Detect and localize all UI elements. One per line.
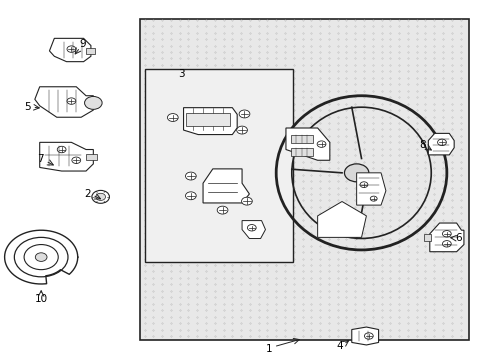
Polygon shape xyxy=(35,87,93,117)
Polygon shape xyxy=(183,108,237,135)
Circle shape xyxy=(217,206,227,214)
Circle shape xyxy=(92,190,109,203)
Circle shape xyxy=(437,139,446,145)
Polygon shape xyxy=(203,169,249,203)
Polygon shape xyxy=(49,39,91,62)
Bar xyxy=(423,234,430,241)
Text: 2: 2 xyxy=(84,189,91,199)
Text: 5: 5 xyxy=(24,102,31,112)
Circle shape xyxy=(239,110,249,118)
Circle shape xyxy=(359,182,367,188)
Circle shape xyxy=(364,333,372,339)
Circle shape xyxy=(84,96,102,109)
Polygon shape xyxy=(429,223,463,252)
Polygon shape xyxy=(356,173,385,205)
Circle shape xyxy=(67,46,76,52)
Text: 9: 9 xyxy=(79,40,86,49)
Circle shape xyxy=(247,225,256,231)
Bar xyxy=(185,113,229,126)
Bar xyxy=(290,148,312,156)
Circle shape xyxy=(57,146,66,153)
Bar xyxy=(290,135,312,143)
Bar xyxy=(86,48,95,54)
Text: 3: 3 xyxy=(178,69,184,79)
Polygon shape xyxy=(427,134,453,155)
Circle shape xyxy=(185,192,196,200)
Polygon shape xyxy=(351,327,378,345)
Bar xyxy=(86,154,97,159)
Circle shape xyxy=(67,98,76,104)
Text: 6: 6 xyxy=(455,233,462,243)
Circle shape xyxy=(241,197,252,205)
Text: 4: 4 xyxy=(336,341,342,351)
Polygon shape xyxy=(242,221,265,239)
Bar xyxy=(144,69,293,262)
Circle shape xyxy=(185,172,196,180)
Polygon shape xyxy=(285,128,329,160)
Circle shape xyxy=(317,141,325,147)
Circle shape xyxy=(344,164,368,182)
Text: 8: 8 xyxy=(418,140,425,150)
Circle shape xyxy=(236,126,247,134)
Circle shape xyxy=(35,253,47,261)
Polygon shape xyxy=(317,202,366,237)
Circle shape xyxy=(442,240,450,247)
Text: 1: 1 xyxy=(265,344,272,354)
Circle shape xyxy=(96,193,105,201)
Circle shape xyxy=(369,196,376,201)
Circle shape xyxy=(72,157,81,163)
Bar xyxy=(140,19,468,339)
Polygon shape xyxy=(40,142,93,171)
Circle shape xyxy=(167,114,178,121)
Text: 10: 10 xyxy=(35,294,48,304)
Text: 7: 7 xyxy=(37,154,44,164)
Circle shape xyxy=(442,230,450,237)
